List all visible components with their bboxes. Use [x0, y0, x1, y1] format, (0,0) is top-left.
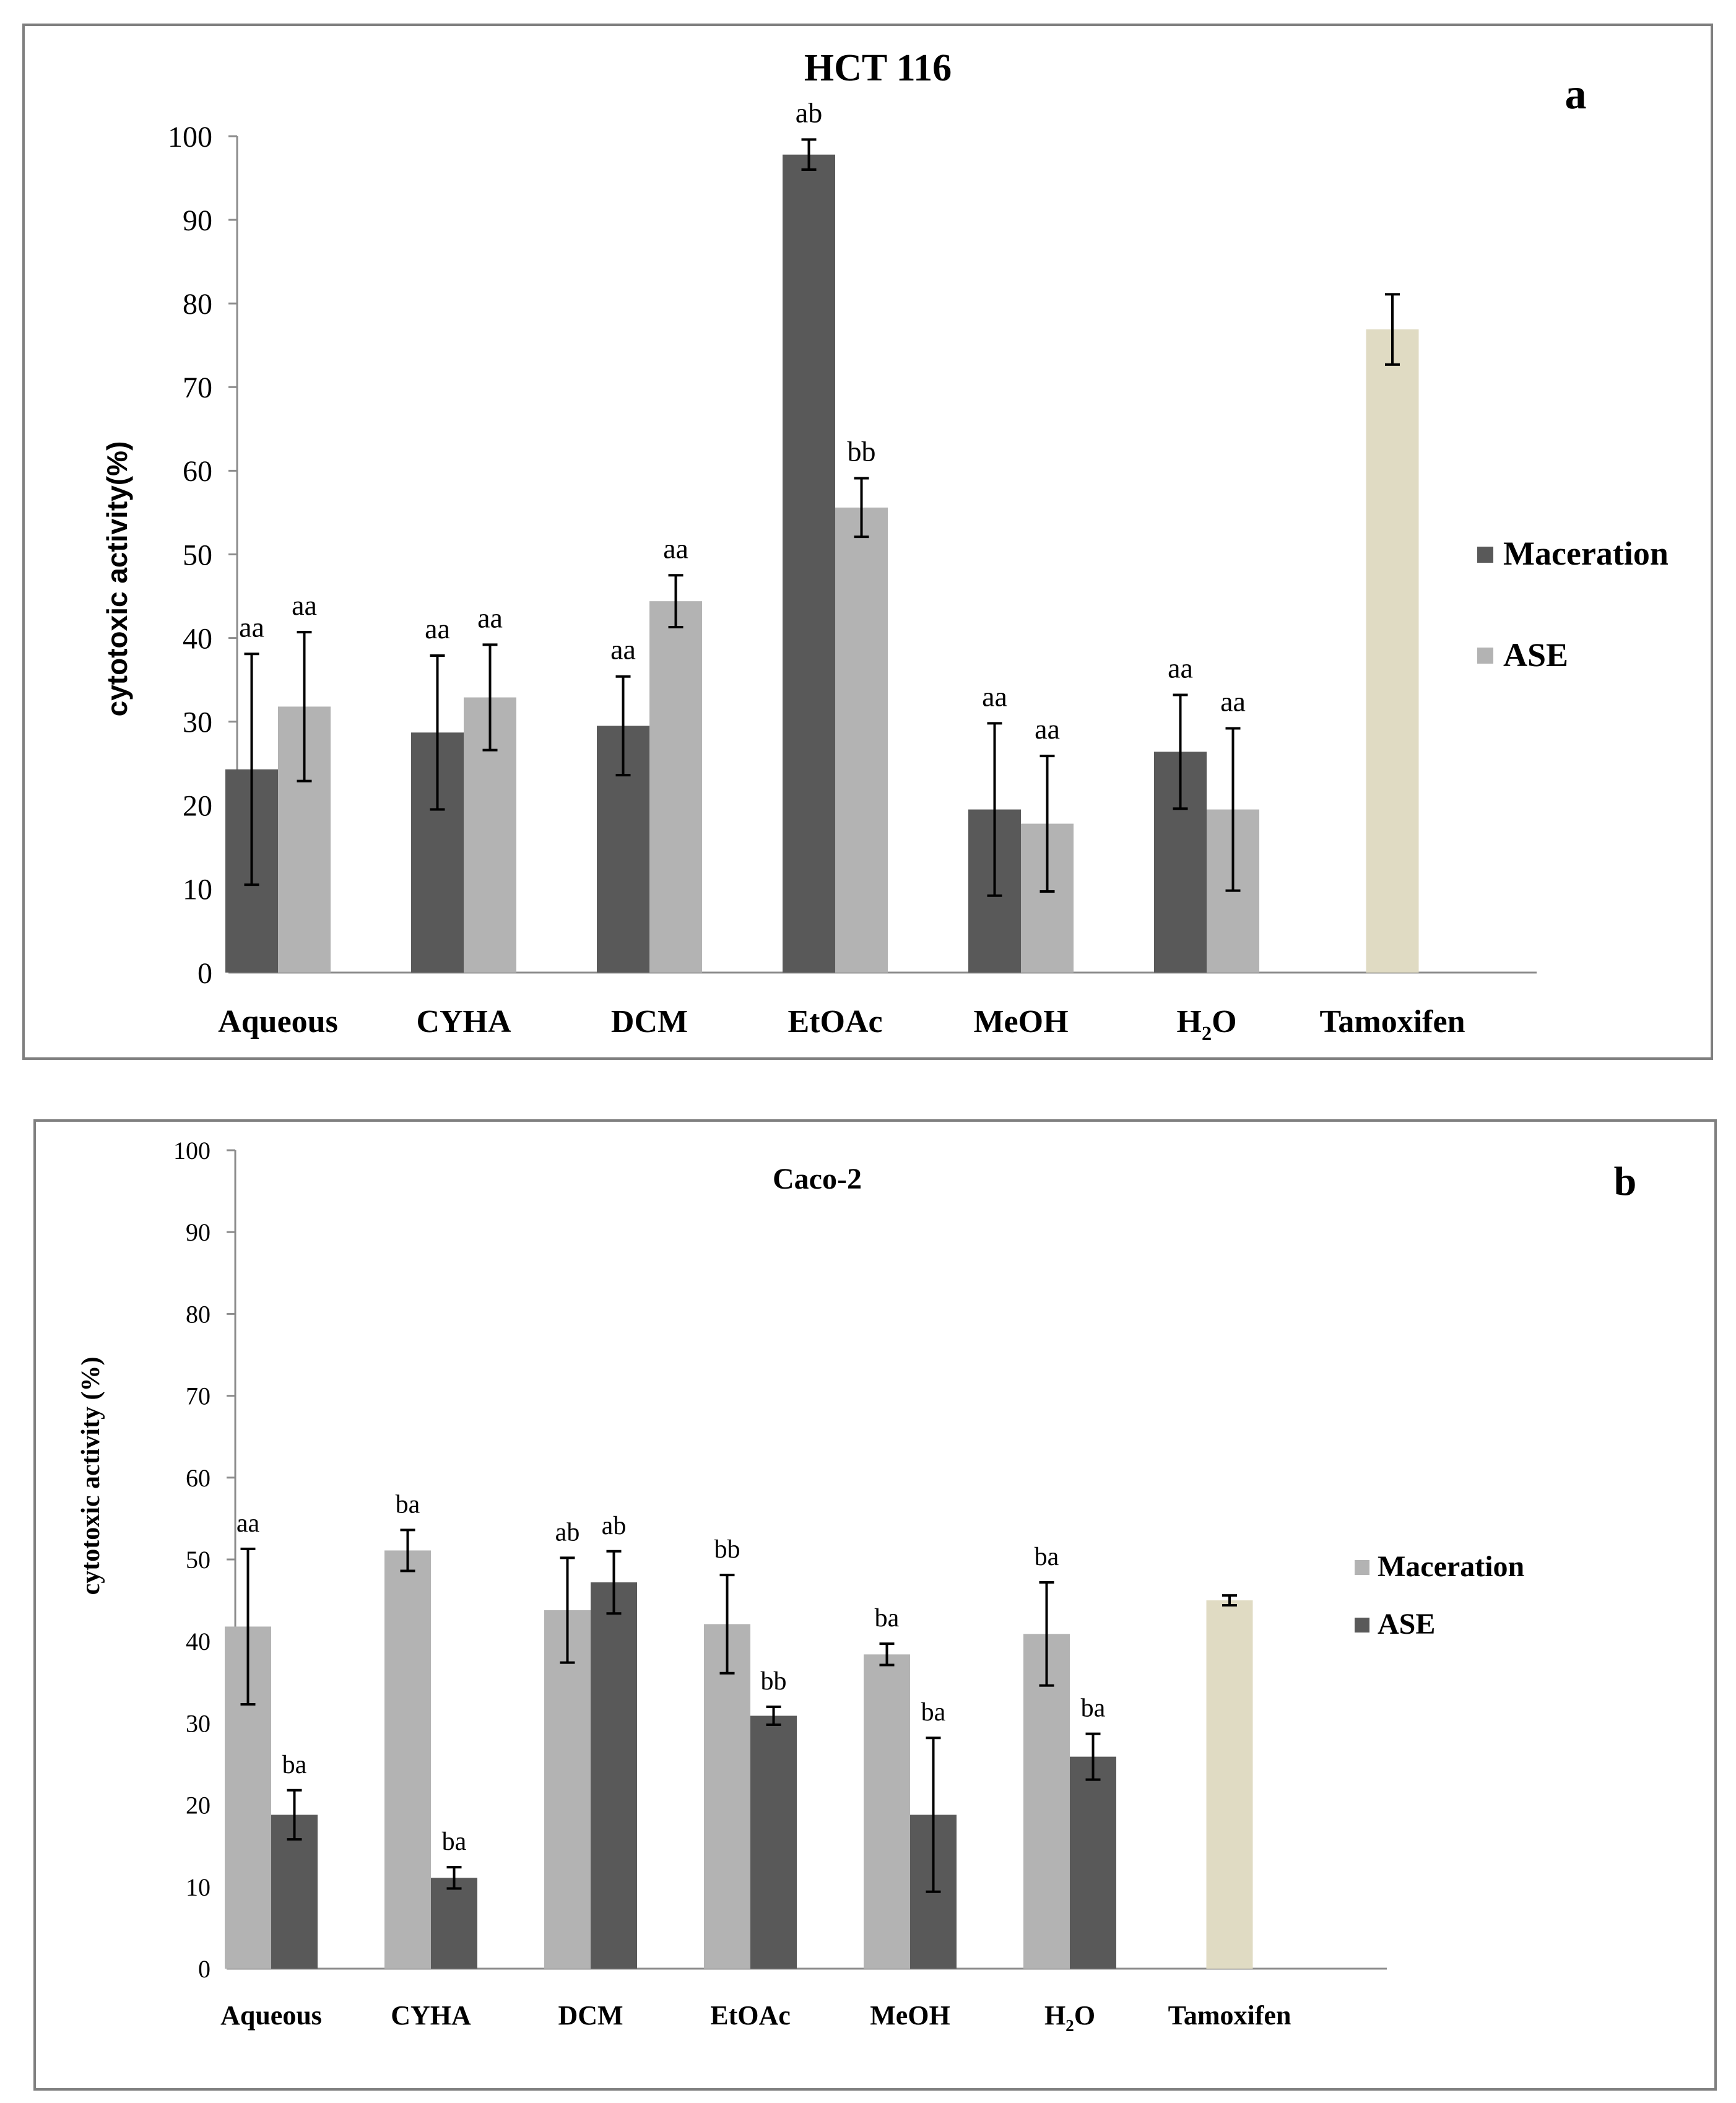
significance-label: aa: [1168, 652, 1193, 683]
significance-label: ba: [1035, 1543, 1059, 1571]
legend-label-ase: ASE: [1503, 636, 1568, 674]
bar-ase-dcm: [649, 601, 702, 973]
bar-ase-dcm: [591, 1582, 637, 1969]
legend-label-maceration: Maceration: [1378, 1550, 1524, 1583]
y-tick-label: 30: [183, 706, 212, 739]
y-tick-label: 100: [168, 121, 212, 154]
significance-label: aa: [1220, 686, 1246, 718]
panel-letter: b: [1614, 1159, 1637, 1204]
bar-tamoxifen: [1206, 1600, 1253, 1969]
y-tick-label: 70: [183, 371, 212, 404]
chart-title: Caco-2: [773, 1163, 862, 1195]
bar-maceration-cyha: [384, 1550, 431, 1969]
significance-label: aa: [292, 589, 317, 621]
y-tick-label: 80: [183, 288, 212, 321]
significance-label: aa: [1035, 713, 1060, 745]
significance-label: ab: [796, 97, 822, 128]
y-tick-label: 20: [186, 1792, 210, 1819]
significance-label: aa: [425, 613, 450, 644]
significance-label: aa: [239, 611, 264, 643]
y-tick-label: 50: [186, 1546, 210, 1574]
y-tick-label: 30: [186, 1709, 210, 1737]
y-tick-label: 40: [183, 622, 212, 655]
x-tick-label: MeOH: [973, 1004, 1068, 1039]
bar-ase-cyha: [431, 1878, 477, 1969]
x-tick-label: DCM: [558, 2000, 623, 2031]
x-tick-label: H2O: [1044, 2000, 1095, 2035]
bar-maceration-h: [1023, 1634, 1070, 1969]
significance-label: aa: [237, 1509, 260, 1538]
legend-swatch-maceration: [1355, 1560, 1369, 1575]
x-tick-label: CYHA: [391, 2000, 471, 2031]
significance-label: ab: [602, 1512, 627, 1540]
bar-maceration-meoh: [864, 1654, 910, 1969]
x-tick-label: Tamoxifen: [1320, 1004, 1465, 1039]
y-tick-label: 90: [183, 204, 212, 237]
bar-maceration-etoac: [783, 154, 835, 973]
significance-label: aa: [982, 680, 1007, 712]
y-tick-label: 80: [186, 1300, 210, 1328]
significance-label: ba: [1081, 1694, 1106, 1723]
legend-swatch-ase: [1355, 1618, 1369, 1633]
legend-label-ase: ASE: [1378, 1608, 1435, 1641]
y-tick-label: 60: [186, 1464, 210, 1492]
significance-label: bb: [761, 1667, 787, 1696]
x-tick-label: MeOH: [870, 2000, 950, 2031]
x-tick-label: EtOAc: [710, 2000, 791, 2031]
significance-label: aa: [477, 602, 503, 633]
legend-label-maceration: Maceration: [1503, 535, 1669, 572]
chart-title: HCT 116: [804, 47, 952, 89]
significance-label: bb: [714, 1535, 740, 1564]
y-tick-label: 0: [198, 1955, 210, 1983]
significance-label: aa: [663, 532, 688, 564]
y-tick-label: 90: [186, 1218, 210, 1246]
x-tick-label: Aqueous: [220, 2000, 322, 2031]
significance-label: ab: [555, 1518, 580, 1546]
y-tick-label: 10: [186, 1873, 210, 1901]
y-tick-label: 0: [197, 957, 212, 990]
significance-label: ba: [875, 1604, 900, 1633]
bar-ase-etoac: [835, 507, 888, 973]
x-tick-label: DCM: [611, 1004, 688, 1039]
significance-label: ba: [282, 1751, 307, 1779]
bar-ase-etoac: [750, 1715, 797, 1969]
x-tick-label: EtOAc: [788, 1004, 882, 1039]
significance-label: bb: [848, 436, 876, 467]
x-tick-label: Tamoxifen: [1168, 2000, 1291, 2031]
significance-label: ba: [396, 1490, 420, 1519]
y-tick-label: 20: [183, 790, 212, 823]
y-axis-label: cytotoxic activity(%): [101, 441, 133, 717]
y-tick-label: 50: [183, 539, 212, 571]
chart-hct116: HCT 116 a cytotoxic activity(%) 0 10 20 30 4…: [22, 24, 1713, 1060]
bar-ase-h: [1070, 1756, 1116, 1969]
significance-label: aa: [610, 634, 636, 666]
significance-label: ba: [921, 1698, 946, 1727]
y-tick-label: 40: [186, 1628, 210, 1655]
x-tick-label: CYHA: [416, 1004, 511, 1039]
chart-caco2: Caco-2 b cytotoxic activity (%) 0 10 20 30 4…: [33, 1119, 1717, 2091]
y-tick-label: 10: [183, 874, 212, 906]
y-tick-label: 70: [186, 1382, 210, 1410]
y-tick-label: 60: [183, 455, 212, 488]
legend-swatch-ase: [1477, 648, 1493, 664]
significance-label: ba: [442, 1828, 467, 1856]
x-tick-label: H2O: [1176, 1004, 1236, 1044]
bar-maceration-dcm: [544, 1610, 591, 1969]
y-axis-label: cytotoxic activity (%): [77, 1357, 105, 1595]
y-tick-label: 100: [173, 1137, 210, 1164]
panel-letter: a: [1565, 71, 1587, 118]
bar-maceration-etoac: [704, 1624, 750, 1969]
legend-swatch-maceration: [1477, 547, 1493, 563]
bar-tamoxifen: [1366, 329, 1419, 973]
x-tick-label: Aqueous: [218, 1004, 338, 1039]
